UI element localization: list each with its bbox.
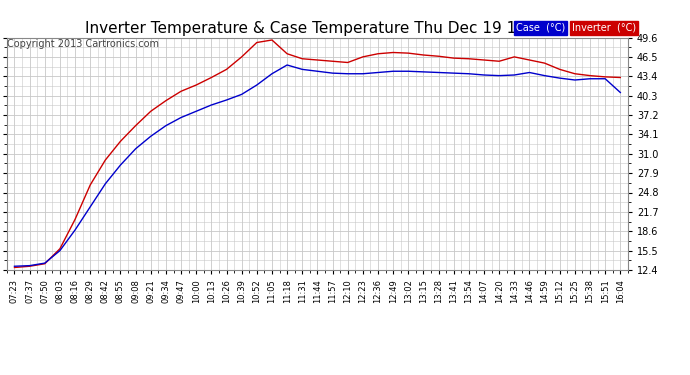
Text: Case  (°C): Case (°C)	[516, 23, 565, 33]
Title: Inverter Temperature & Case Temperature Thu Dec 19 16:07: Inverter Temperature & Case Temperature …	[85, 21, 550, 36]
Text: Copyright 2013 Cartronics.com: Copyright 2013 Cartronics.com	[7, 39, 159, 50]
Text: Inverter  (°C): Inverter (°C)	[572, 23, 636, 33]
